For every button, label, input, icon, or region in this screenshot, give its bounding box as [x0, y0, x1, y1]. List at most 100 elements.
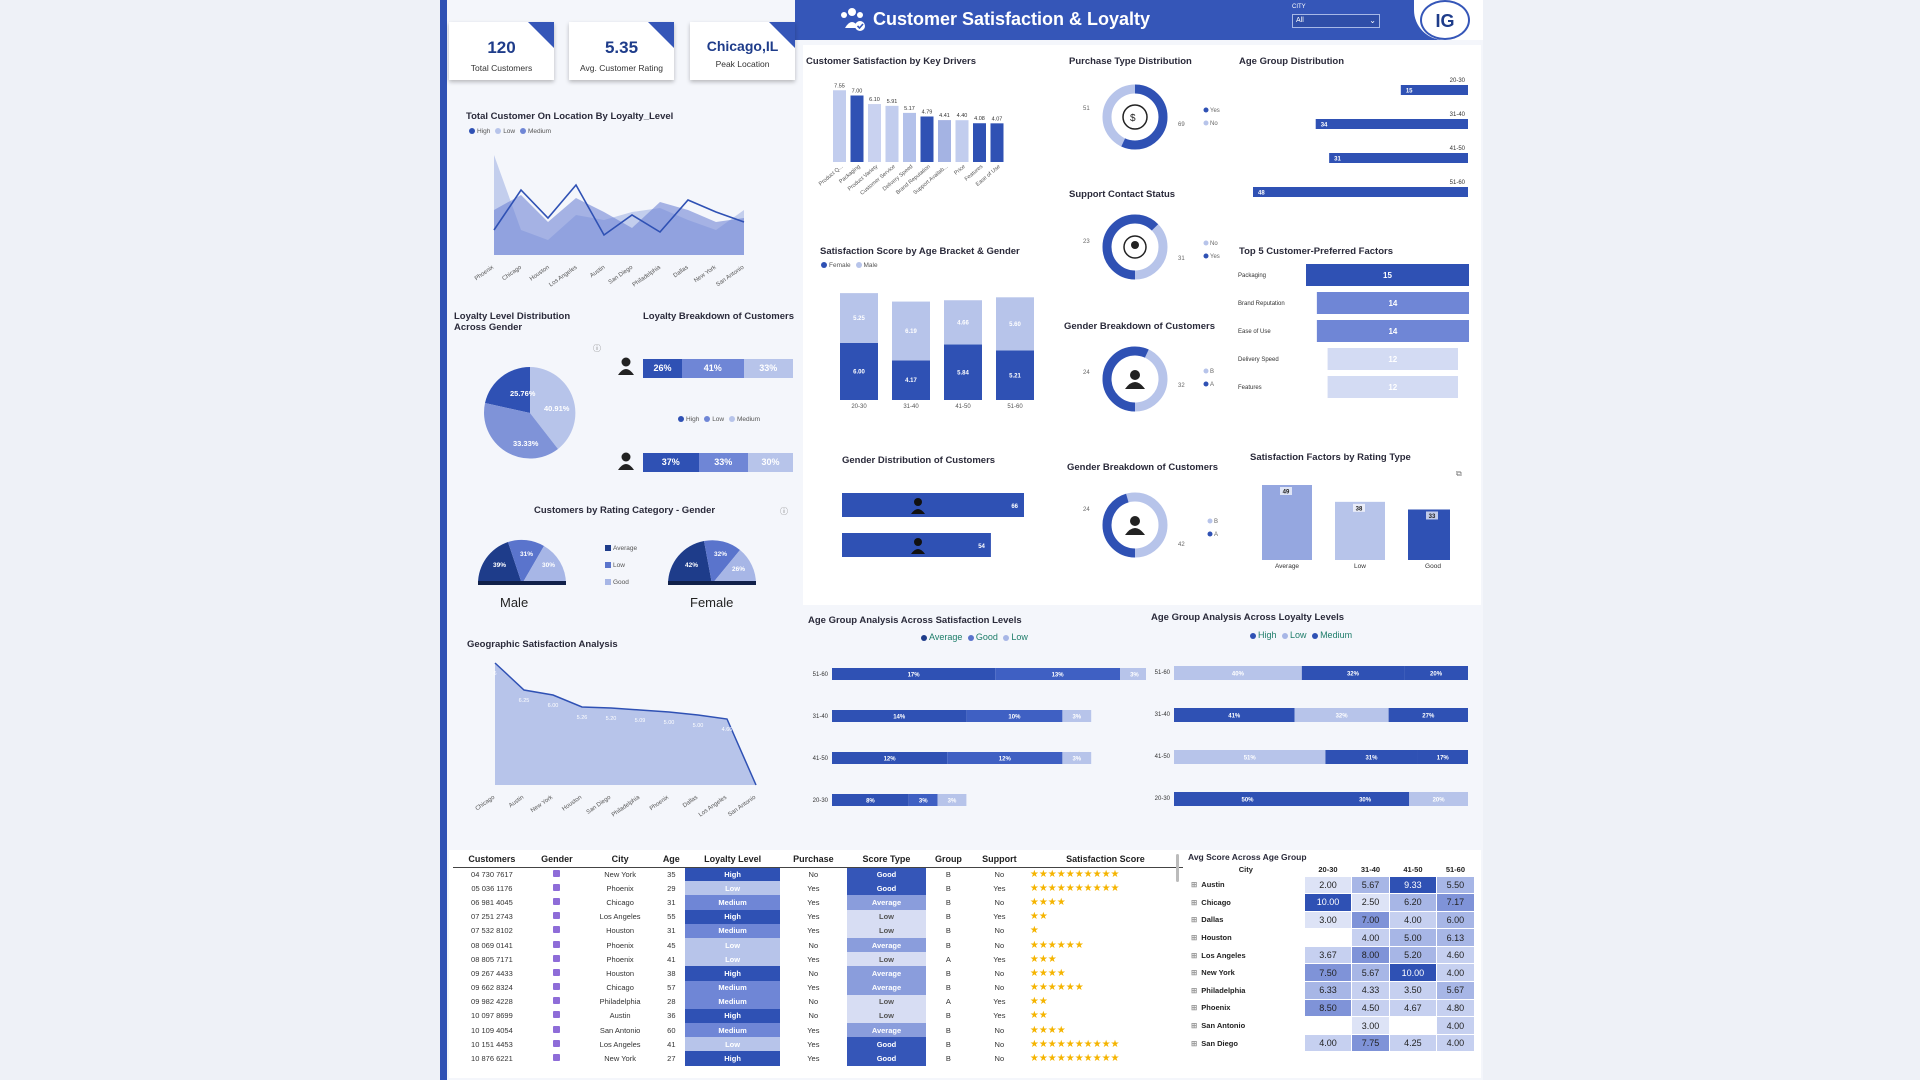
- column-header[interactable]: Customers: [453, 852, 531, 868]
- table-row[interactable]: 09 267 4433 Houston 38 High No Average B No ★★★★: [453, 966, 1183, 981]
- gender-icon: [531, 910, 583, 924]
- table-row[interactable]: 04 730 7617 New York 35 High No Good B No ★★★★★★…: [453, 867, 1183, 882]
- pie-slice-high: [485, 366, 530, 413]
- sat-age-gender-legend: Female Male: [818, 262, 878, 269]
- table-cell: 09 982 4228: [471, 997, 513, 1007]
- data-label: 27%: [1422, 714, 1435, 720]
- column-header[interactable]: Loyalty Level: [685, 852, 780, 868]
- data-label: 6.25: [519, 698, 530, 704]
- heatmap-cell: 5.50: [1435, 875, 1476, 895]
- heatmap-row[interactable]: ⊞ San Antonio 3.00 4.00: [1187, 1016, 1476, 1035]
- data-label: 5.20: [606, 716, 617, 722]
- column-header[interactable]: Gender: [530, 852, 583, 868]
- segment-bar: [1174, 666, 1302, 680]
- bar-female: [892, 360, 930, 400]
- heatmap-row[interactable]: ⊞ Los Angeles 3.67 8.00 5.20 4.60: [1187, 945, 1476, 965]
- heatmap-row[interactable]: ⊞ Houston 4.00 5.00 6.13: [1187, 928, 1476, 947]
- table-cell: Yes: [807, 954, 820, 964]
- x-tick-label: New York: [693, 264, 718, 284]
- table-row[interactable]: 06 981 4045 Chicago 31 Medium Yes Average B No ★…: [453, 895, 1183, 910]
- gender-icon: [531, 952, 583, 966]
- gender-icon: [531, 867, 583, 881]
- heatmap-cell: 3.00: [1304, 910, 1352, 930]
- data-label: 14: [1388, 327, 1397, 336]
- donut-label: 23: [1083, 239, 1090, 245]
- table-row[interactable]: 09 662 8324 Chicago 57 Medium Yes Average B No ★…: [453, 980, 1183, 995]
- heatmap-row[interactable]: ⊞ Dallas 3.00 7.00 4.00 6.00: [1187, 910, 1476, 930]
- data-label: 4.40: [957, 113, 968, 119]
- table-cell: 08 805 7171: [471, 954, 513, 964]
- heatmap-cell: 3.50: [1389, 981, 1437, 1000]
- score-type-cell: Average: [846, 980, 927, 995]
- table-row[interactable]: 10 876 6221 New York 27 High Yes Good B No ★★★★★…: [453, 1051, 1183, 1066]
- table-cell: B: [945, 1039, 951, 1049]
- heatmap-cell: 7.17: [1435, 893, 1476, 912]
- column-header[interactable]: Support: [970, 852, 1028, 868]
- table-row[interactable]: 10 097 8699 Austin 36 High No Low B Yes ★★: [453, 1008, 1183, 1024]
- help-icon[interactable]: ⓘ: [780, 507, 788, 516]
- heatmap-row[interactable]: ⊞ Phoenix 8.50 4.50 4.67 4.80: [1187, 998, 1476, 1018]
- heatmap-cell: 4.00: [1435, 1016, 1476, 1035]
- city-filter-dropdown[interactable]: All ⌄: [1292, 14, 1380, 28]
- data-label: 14%: [893, 715, 906, 721]
- heatmap-row[interactable]: ⊞ Austin 2.00 5.67 9.33 5.50: [1187, 875, 1476, 895]
- group-label: 20-30: [1155, 796, 1171, 802]
- column-header[interactable]: Group: [926, 852, 971, 868]
- age-group-bar: [1253, 187, 1468, 197]
- customers-icon: [841, 8, 865, 31]
- table-cell: Yes: [993, 954, 1006, 964]
- factor-label: Features: [1238, 385, 1262, 391]
- column-header: 20-30: [1318, 864, 1338, 874]
- expand-icon: ⊞: [1191, 1003, 1198, 1013]
- table-row[interactable]: 07 251 2743 Los Angeles 55 High Yes Low B Yes ★★: [453, 909, 1183, 924]
- person-icon: [914, 498, 922, 506]
- legend-low: Low: [1011, 632, 1028, 642]
- expand-icon[interactable]: ⧉: [1456, 469, 1462, 478]
- user-badge[interactable]: IG: [1420, 0, 1470, 40]
- help-icon[interactable]: ⓘ: [593, 344, 601, 353]
- donut-label: 42: [1178, 542, 1185, 548]
- column-header[interactable]: Score Type: [846, 852, 927, 868]
- segment-bar: [908, 794, 938, 806]
- table-row[interactable]: 10 109 4054 San Antonio 60 Medium Yes Average…: [453, 1023, 1183, 1038]
- legend-no: No: [1210, 241, 1218, 247]
- table-cell: Yes: [993, 883, 1006, 893]
- column-header[interactable]: Satisfaction Score: [1027, 852, 1183, 868]
- loyalty-breakdown-title: Loyalty Breakdown of Customers: [643, 311, 794, 322]
- expand-icon: ⊞: [1191, 1038, 1198, 1048]
- table-row[interactable]: 08 805 7171 Phoenix 41 Low Yes Low A Yes ★★★: [453, 952, 1183, 967]
- age-loyalty-legend: High Low Medium: [1247, 630, 1352, 640]
- column-header[interactable]: Purchase: [779, 852, 847, 868]
- loyalty-level-cell: High: [685, 909, 780, 924]
- bar-female: [840, 343, 878, 400]
- heatmap-cell: 7.00: [1350, 910, 1391, 930]
- table-row[interactable]: 09 982 4228 Philadelphia 28 Medium No Low A Yes…: [453, 994, 1183, 1009]
- column-header[interactable]: City: [582, 852, 658, 868]
- heatmap-cell: 2.50: [1350, 893, 1391, 912]
- left-accent-bar: [440, 0, 447, 1080]
- table-row[interactable]: 05 036 1176 Phoenix 29 Low Yes Good B Yes ★★★★★★…: [453, 881, 1183, 896]
- heatmap-cell: [1304, 928, 1352, 947]
- heatmap-row[interactable]: ⊞ San Diego 4.00 7.75 4.25 4.00: [1187, 1033, 1476, 1053]
- heatmap-row[interactable]: ⊞ New York 7.50 5.67 10.00 4.00: [1187, 963, 1476, 983]
- gender-icon: [531, 1037, 583, 1051]
- column-header[interactable]: Age: [657, 852, 686, 868]
- table-row[interactable]: 10 151 4453 Los Angeles 41 Low Yes Good B No ★★★…: [453, 1037, 1183, 1052]
- table-scrollbar[interactable]: [1176, 854, 1179, 882]
- data-label: 5.91: [887, 99, 898, 105]
- segment-low: 33%: [698, 453, 748, 472]
- heatmap-row[interactable]: ⊞ Chicago 10.00 2.50 6.20 7.17: [1187, 893, 1476, 912]
- gauge-label: 39%: [493, 562, 506, 569]
- heatmap-row[interactable]: ⊞ Philadelphia 6.33 4.33 3.50 5.67: [1187, 981, 1476, 1000]
- table-row[interactable]: 08 069 0141 Phoenix 45 Low No Average B No ★★★★★…: [453, 937, 1183, 953]
- driver-bar: [955, 120, 969, 162]
- data-label: 17%: [1437, 756, 1450, 762]
- x-tick-label: San Antonio: [727, 794, 757, 818]
- table-row[interactable]: 07 532 8102 Houston 31 Medium Yes Low B No ★: [453, 923, 1183, 938]
- city-cell: ⊞ New York: [1187, 963, 1305, 982]
- x-tick-label: Phoenix: [649, 795, 670, 812]
- data-label: 4.66: [957, 320, 969, 326]
- x-tick-label: Houston: [529, 265, 551, 283]
- data-label: 5.09: [635, 718, 646, 724]
